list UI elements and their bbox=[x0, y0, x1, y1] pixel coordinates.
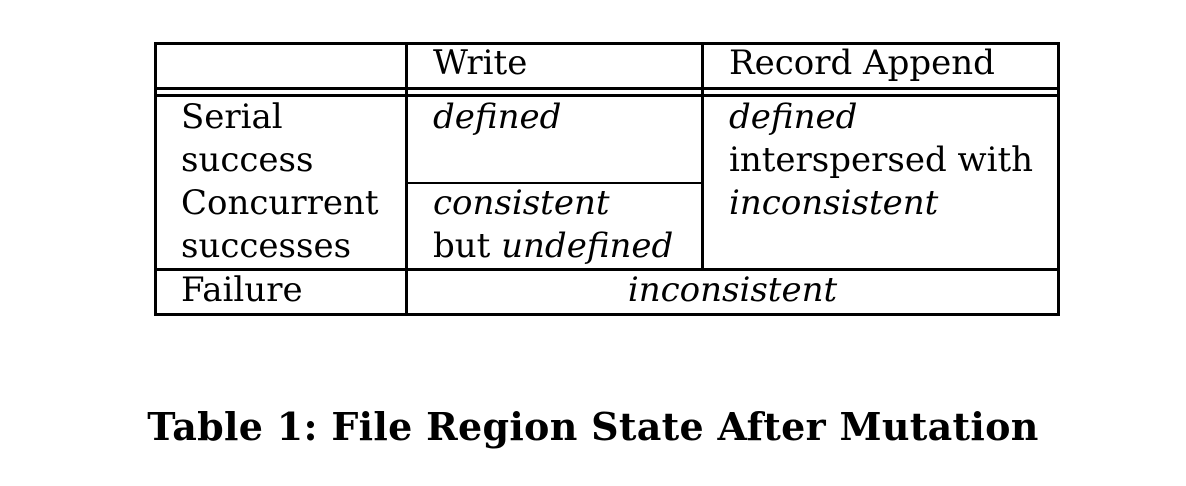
concurrent-write-consistent: consistent bbox=[433, 183, 610, 223]
failure-merged-inconsistent: inconsistent bbox=[627, 270, 838, 310]
table-bottom-rule bbox=[154, 313, 1060, 316]
row-label-serial: Serial bbox=[181, 97, 283, 137]
failure-top-rule bbox=[154, 268, 1060, 271]
row-label-successes: successes bbox=[181, 226, 352, 266]
row-label-success: success bbox=[181, 140, 314, 180]
row-divider-write bbox=[406, 182, 703, 184]
row-label-failure: Failure bbox=[181, 270, 303, 310]
serial-write-defined: defined bbox=[433, 97, 562, 137]
append-defined: defined bbox=[729, 97, 858, 137]
table-top-rule bbox=[154, 42, 1060, 45]
header-write: Write bbox=[433, 43, 528, 83]
header-record-append: Record Append bbox=[729, 43, 995, 83]
right-border bbox=[1057, 42, 1060, 316]
mutation-state-table: Write Record Append Serial success defin… bbox=[154, 42, 1060, 317]
concurrent-write-but: but bbox=[433, 226, 491, 266]
row-label-concurrent: Concurrent bbox=[181, 183, 379, 223]
table-caption: Table 1: File Region State After Mutatio… bbox=[147, 404, 1039, 449]
col-divider-2 bbox=[701, 42, 704, 271]
left-border bbox=[154, 42, 157, 316]
append-interspersed: interspersed with bbox=[729, 140, 1034, 180]
header-bottom-rule bbox=[154, 87, 1060, 90]
concurrent-write-undefined: undefined bbox=[501, 226, 674, 266]
col-divider-1 bbox=[405, 42, 408, 316]
concurrent-write-but-line: but undefined bbox=[433, 225, 673, 268]
header-double-rule bbox=[154, 94, 1060, 97]
append-inconsistent: inconsistent bbox=[729, 183, 939, 223]
